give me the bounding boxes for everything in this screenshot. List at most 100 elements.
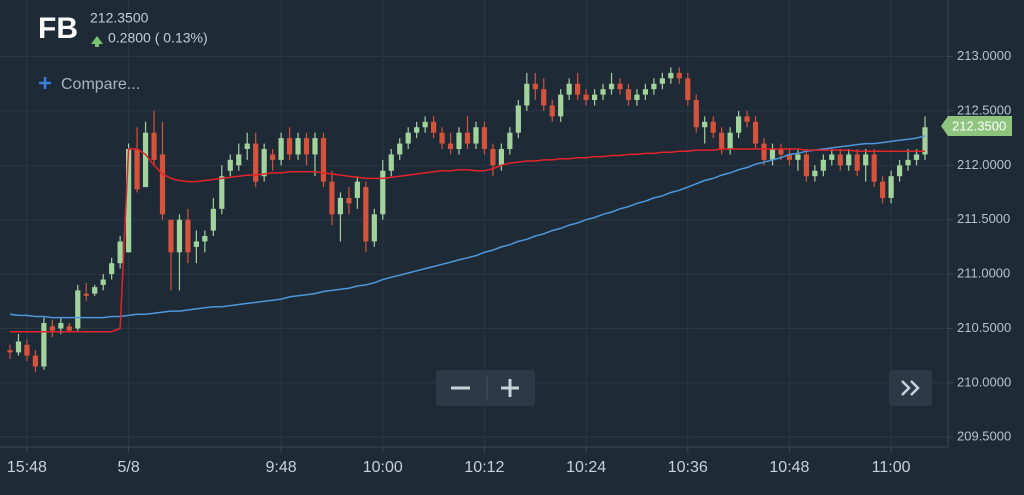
candle-body: [142, 132, 149, 188]
x-tick-label: 10:24: [566, 459, 606, 476]
candle-body: [693, 100, 699, 128]
price-change: 0.2800 ( 0.13%): [108, 30, 208, 46]
candle-body: [888, 176, 894, 198]
zoom-in[interactable]: [501, 379, 519, 397]
candle-body: [244, 143, 250, 149]
compare-label[interactable]: Compare...: [61, 76, 140, 93]
candle-body: [295, 138, 301, 155]
candle-body: [151, 132, 157, 160]
candle-body: [117, 241, 123, 264]
scroll-end-button[interactable]: [889, 370, 932, 406]
badge-label: 212.3500: [952, 118, 1006, 133]
candle-body: [710, 121, 716, 133]
candle-body: [498, 149, 504, 166]
x-tick-label: 9:48: [266, 459, 297, 476]
compare-button[interactable]: Compare...: [39, 76, 140, 93]
candle-body: [651, 83, 657, 90]
candle-body: [337, 197, 344, 215]
candle-body: [371, 214, 377, 242]
indicator-line: [10, 148, 925, 333]
candle-body: [431, 121, 437, 133]
candle-body: [278, 138, 284, 160]
candle-body: [854, 154, 860, 171]
candle-body: [312, 138, 318, 155]
candle-body: [168, 219, 174, 253]
candle-body: [803, 154, 809, 177]
y-tick-label: 209.5000: [957, 429, 1011, 444]
candle-body: [456, 132, 462, 149]
badge-shape: [941, 116, 1012, 136]
candle-body: [625, 89, 632, 101]
candle-body: [32, 355, 39, 367]
indicator-line: [9, 135, 926, 319]
candle-body: [685, 78, 691, 101]
plot: [7, 67, 928, 372]
candle-body: [532, 83, 538, 90]
candle-body: [778, 149, 784, 155]
candle-body: [769, 149, 776, 160]
candle-body: [795, 154, 801, 160]
candle-body: [583, 94, 589, 101]
y-tick-label: 210.0000: [957, 374, 1011, 389]
candle-body: [600, 89, 606, 95]
candle-body: [354, 181, 360, 198]
candle-body: [752, 121, 759, 144]
candle-body: [727, 132, 733, 149]
y-tick-label: 211.0000: [957, 266, 1010, 281]
candle-body: [464, 132, 471, 144]
symbol: FB: [38, 12, 78, 45]
double-chevron: [901, 380, 920, 396]
zoom-panel: [436, 370, 535, 406]
candle-body: [7, 350, 13, 353]
candle-body: [702, 121, 708, 128]
candle-body: [617, 83, 623, 90]
candle-body: [575, 83, 581, 95]
candle-body: [66, 326, 72, 331]
candle-body: [100, 279, 106, 285]
candle-body: [761, 143, 767, 160]
candle-body: [863, 154, 869, 166]
candle-body: [397, 143, 403, 155]
candle-body: [871, 154, 877, 182]
y-tick-label: 213.0000: [957, 48, 1011, 63]
x-tick-label: 15:48: [7, 459, 47, 476]
candle-body: [185, 219, 191, 253]
candle-body: [270, 154, 276, 160]
grid: [0, 0, 948, 447]
candle-body: [261, 149, 267, 177]
candle-body: [109, 263, 115, 275]
candle-body: [75, 290, 81, 329]
candle-body: [447, 143, 454, 149]
candle-body: [363, 187, 369, 242]
candle-body: [744, 116, 750, 122]
candle-body: [219, 176, 225, 209]
candle-body: [320, 138, 327, 182]
candle-body: [515, 105, 521, 133]
candle-body: [676, 72, 682, 79]
x-tick-label: 10:36: [668, 459, 708, 476]
candle-body: [193, 241, 199, 247]
candle-body: [202, 236, 208, 242]
candle-body: [439, 132, 445, 144]
candle-body: [303, 138, 310, 155]
candle-body: [236, 154, 242, 166]
candle-body: [668, 72, 674, 79]
y-tick-label: 210.5000: [957, 320, 1011, 335]
candle-body: [922, 127, 928, 155]
candle-body: [286, 138, 293, 155]
candle-body: [481, 127, 488, 149]
up-arrow: [91, 36, 103, 47]
candle-body: [346, 197, 352, 204]
x-tick-label: 11:00: [872, 459, 911, 476]
candle-body: [591, 94, 598, 101]
x-tick-label: 10:12: [464, 459, 504, 476]
x-tick-label: 10:48: [769, 459, 809, 476]
candle-body: [134, 149, 140, 190]
candle-body: [549, 105, 555, 117]
candle-body: [541, 89, 547, 106]
candle-body: [659, 78, 665, 84]
candle-body: [812, 170, 818, 177]
